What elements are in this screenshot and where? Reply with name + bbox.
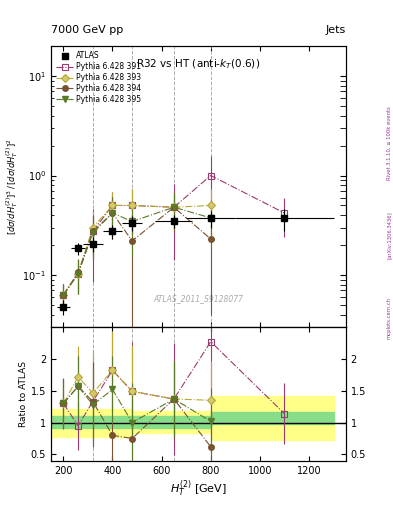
Y-axis label: Ratio to ATLAS: Ratio to ATLAS: [19, 361, 28, 427]
Text: Rivet 3.1.10, ≥ 100k events: Rivet 3.1.10, ≥ 100k events: [387, 106, 391, 180]
Text: [arXiv:1306.3436]: [arXiv:1306.3436]: [387, 211, 391, 260]
X-axis label: $H_T^{(2)}$ [GeV]: $H_T^{(2)}$ [GeV]: [170, 478, 227, 499]
Text: 7000 GeV pp: 7000 GeV pp: [51, 25, 123, 35]
Text: Jets: Jets: [325, 25, 346, 35]
Text: R32 vs HT (anti-$k_T$(0.6)): R32 vs HT (anti-$k_T$(0.6)): [136, 57, 261, 71]
Y-axis label: $[d\sigma/dH_T^{(2)}]^3\,/\,[d\sigma/dH_T^{(2)}]^2$: $[d\sigma/dH_T^{(2)}]^3\,/\,[d\sigma/dH_…: [4, 138, 20, 235]
Legend: ATLAS, Pythia 6.428 391, Pythia 6.428 393, Pythia 6.428 394, Pythia 6.428 395: ATLAS, Pythia 6.428 391, Pythia 6.428 39…: [55, 50, 143, 105]
Text: mcplots.cern.ch: mcplots.cern.ch: [387, 296, 391, 338]
Text: ATLAS_2011_S9128077: ATLAS_2011_S9128077: [153, 294, 244, 304]
